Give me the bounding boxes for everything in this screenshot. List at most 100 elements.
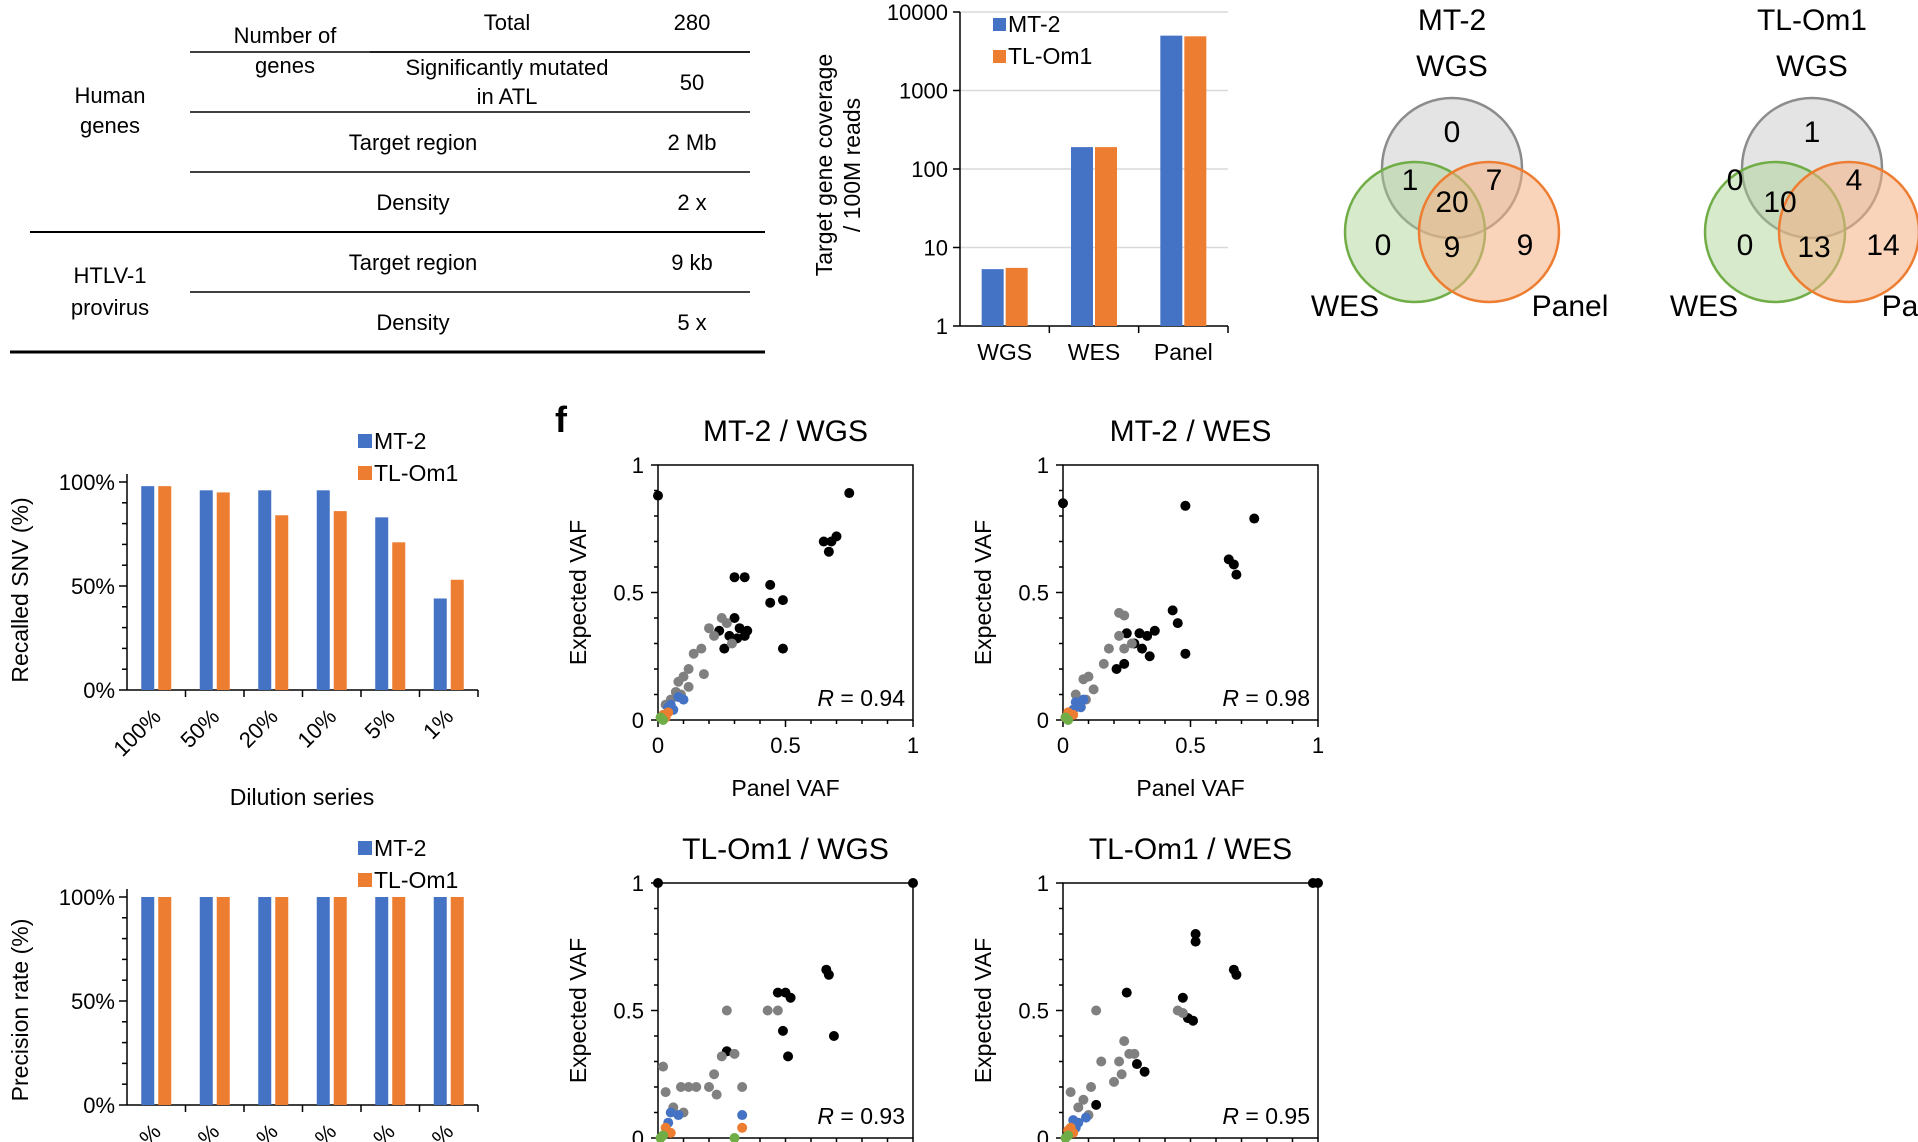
scatter-point-gray bbox=[704, 1082, 714, 1092]
scatter-point-gray bbox=[673, 676, 684, 687]
table-label-total: Total bbox=[484, 10, 530, 35]
scatter-point-black bbox=[1142, 630, 1153, 641]
table-label-human-density: Density bbox=[376, 190, 449, 215]
scatter-point-gray bbox=[704, 623, 714, 634]
scatter-point-gray bbox=[1109, 1076, 1119, 1087]
pct-bar-mt2 bbox=[375, 897, 389, 1105]
scatter-point-blue bbox=[678, 694, 689, 705]
scatter-point-black bbox=[1119, 658, 1130, 669]
table-group-htlv-2: provirus bbox=[71, 295, 149, 320]
scatter-point-blue bbox=[1078, 694, 1089, 705]
pct-legend-label: MT-2 bbox=[374, 428, 426, 454]
scatter-point-gray bbox=[1088, 684, 1099, 695]
scatter-point-gray bbox=[1065, 1087, 1076, 1098]
scatter-point-black bbox=[739, 572, 750, 583]
pct-bar-mt2 bbox=[199, 897, 213, 1105]
venn-tlom1-title-2: WGS bbox=[1776, 50, 1848, 83]
scatter-point-black bbox=[831, 531, 842, 542]
table-label-htlv-density: Density bbox=[376, 310, 449, 335]
scatter-point-gray bbox=[658, 1061, 669, 1072]
scatter-point-black bbox=[653, 878, 663, 888]
scatter-ytick-label: 0 bbox=[632, 1126, 644, 1142]
scatter-point-gray bbox=[688, 648, 699, 659]
scatter-point-gray bbox=[683, 1082, 694, 1092]
coverage-bar-mt2 bbox=[1071, 147, 1093, 326]
venn-tlom1-title-1: TL-Om1 bbox=[1757, 4, 1867, 37]
scatter-point-gray bbox=[1129, 1048, 1140, 1059]
pct-bar-tlom1 bbox=[216, 492, 230, 690]
venn-tlom1-wes-panel: 13 bbox=[1797, 231, 1830, 264]
table-group-human-1: Human bbox=[75, 83, 146, 108]
coverage-bar-tlom1 bbox=[1095, 147, 1117, 326]
scatter-point-gray bbox=[1114, 1056, 1125, 1067]
scatter-title: TL-Om1 / WES bbox=[1089, 833, 1292, 866]
table-label-sig-1: Significantly mutated bbox=[406, 55, 609, 80]
scatter-point-gray bbox=[1126, 638, 1137, 649]
venn-tlom1-wgs-panel: 4 bbox=[1846, 164, 1863, 197]
scatter-point-black bbox=[823, 969, 834, 980]
scatter-point-gray bbox=[729, 1048, 740, 1059]
pct-bar-mt2 bbox=[316, 897, 330, 1105]
scatter-frame bbox=[657, 882, 914, 1139]
coverage-legend-swatch bbox=[993, 18, 1006, 31]
scatter-point-gray bbox=[1116, 1069, 1127, 1080]
scatter-point-black bbox=[1091, 1099, 1102, 1110]
pct-legend-label: MT-2 bbox=[374, 835, 426, 861]
coverage-ytick-label: 1 bbox=[936, 314, 948, 339]
coverage-legend-label: MT-2 bbox=[1008, 11, 1060, 37]
pct-bar-tlom1 bbox=[216, 897, 230, 1105]
scatter-point-gray bbox=[1119, 610, 1130, 621]
pct-legend-swatch bbox=[358, 841, 372, 855]
table-sub-2: genes bbox=[255, 53, 315, 78]
pct-category-label: 20% bbox=[234, 704, 283, 753]
coverage-legend-swatch bbox=[993, 50, 1006, 63]
panel-label-f: f bbox=[555, 399, 568, 440]
coverage-ytick-label: 10 bbox=[924, 236, 948, 261]
scatter-point-black bbox=[1137, 643, 1148, 654]
scatter-point-gray bbox=[1119, 1036, 1130, 1047]
venn-tlom1-wes-only: 0 bbox=[1737, 229, 1754, 262]
pct-ytick-label: 50% bbox=[71, 574, 115, 599]
recall-xlabel: Dilution series bbox=[230, 784, 374, 810]
venn-mt2-wgs-panel: 7 bbox=[1486, 164, 1503, 197]
recall-ylabel: Recalled SNV (%) bbox=[7, 497, 33, 682]
scatter-point-black bbox=[729, 572, 740, 583]
coverage-bar-mt2 bbox=[981, 269, 1004, 326]
venn-tlom1-right-label: Pa bbox=[1882, 290, 1918, 323]
pct-category-label: % bbox=[193, 1119, 225, 1142]
scatter-xlabel: Panel VAF bbox=[1136, 775, 1244, 801]
scatter-point-black bbox=[1172, 618, 1183, 629]
scatter-point-gray bbox=[711, 1089, 722, 1100]
scatter-xtick-label: 1 bbox=[1312, 733, 1324, 758]
scatter-tlom1-wes: TL-Om1 / WES Expected VAF 0 0.5 1 R = 0.95 bbox=[970, 833, 1323, 1142]
pct-category-label: % bbox=[134, 1119, 166, 1142]
scatter-point-orange bbox=[665, 1127, 676, 1138]
scatter-point-blue bbox=[1075, 702, 1086, 713]
scatter-point-gray bbox=[696, 643, 707, 654]
pct-legend-swatch bbox=[358, 466, 372, 480]
scatter-point-black bbox=[1121, 628, 1132, 639]
pct-category-label: 10% bbox=[292, 704, 341, 753]
pct-category-label: 1% bbox=[418, 704, 458, 744]
venn-mt2-title-2: WGS bbox=[1416, 50, 1488, 83]
scatter-xtick-label: 0.5 bbox=[1175, 733, 1206, 758]
scatter-point-black bbox=[1058, 498, 1068, 509]
pct-bar-tlom1 bbox=[275, 897, 289, 1105]
scatter-xtick-label: 0.5 bbox=[770, 733, 801, 758]
scatter-point-gray bbox=[772, 1005, 783, 1016]
scatter-ytick-label: 0.5 bbox=[1018, 999, 1049, 1024]
scatter-point-black bbox=[908, 878, 918, 888]
scatter-point-black bbox=[719, 643, 730, 654]
pct-bar-tlom1 bbox=[392, 897, 406, 1105]
venn-tlom1-panel-circle bbox=[1777, 160, 1918, 304]
pct-bar-tlom1 bbox=[158, 486, 172, 690]
scatter-point-black bbox=[1190, 929, 1201, 939]
pct-bar-tlom1 bbox=[333, 511, 347, 690]
pct-ytick-label: 100% bbox=[59, 885, 115, 910]
scatter-point-green bbox=[658, 715, 669, 725]
scatter-ylabel: Expected VAF bbox=[970, 938, 996, 1083]
scatter-point-green bbox=[1063, 1130, 1074, 1141]
venn-mt2-wgs-only: 0 bbox=[1444, 116, 1461, 149]
coverage-ylabel-1: Target gene coverage bbox=[811, 54, 837, 277]
venn-tlom1-wgs-only: 1 bbox=[1804, 116, 1821, 149]
